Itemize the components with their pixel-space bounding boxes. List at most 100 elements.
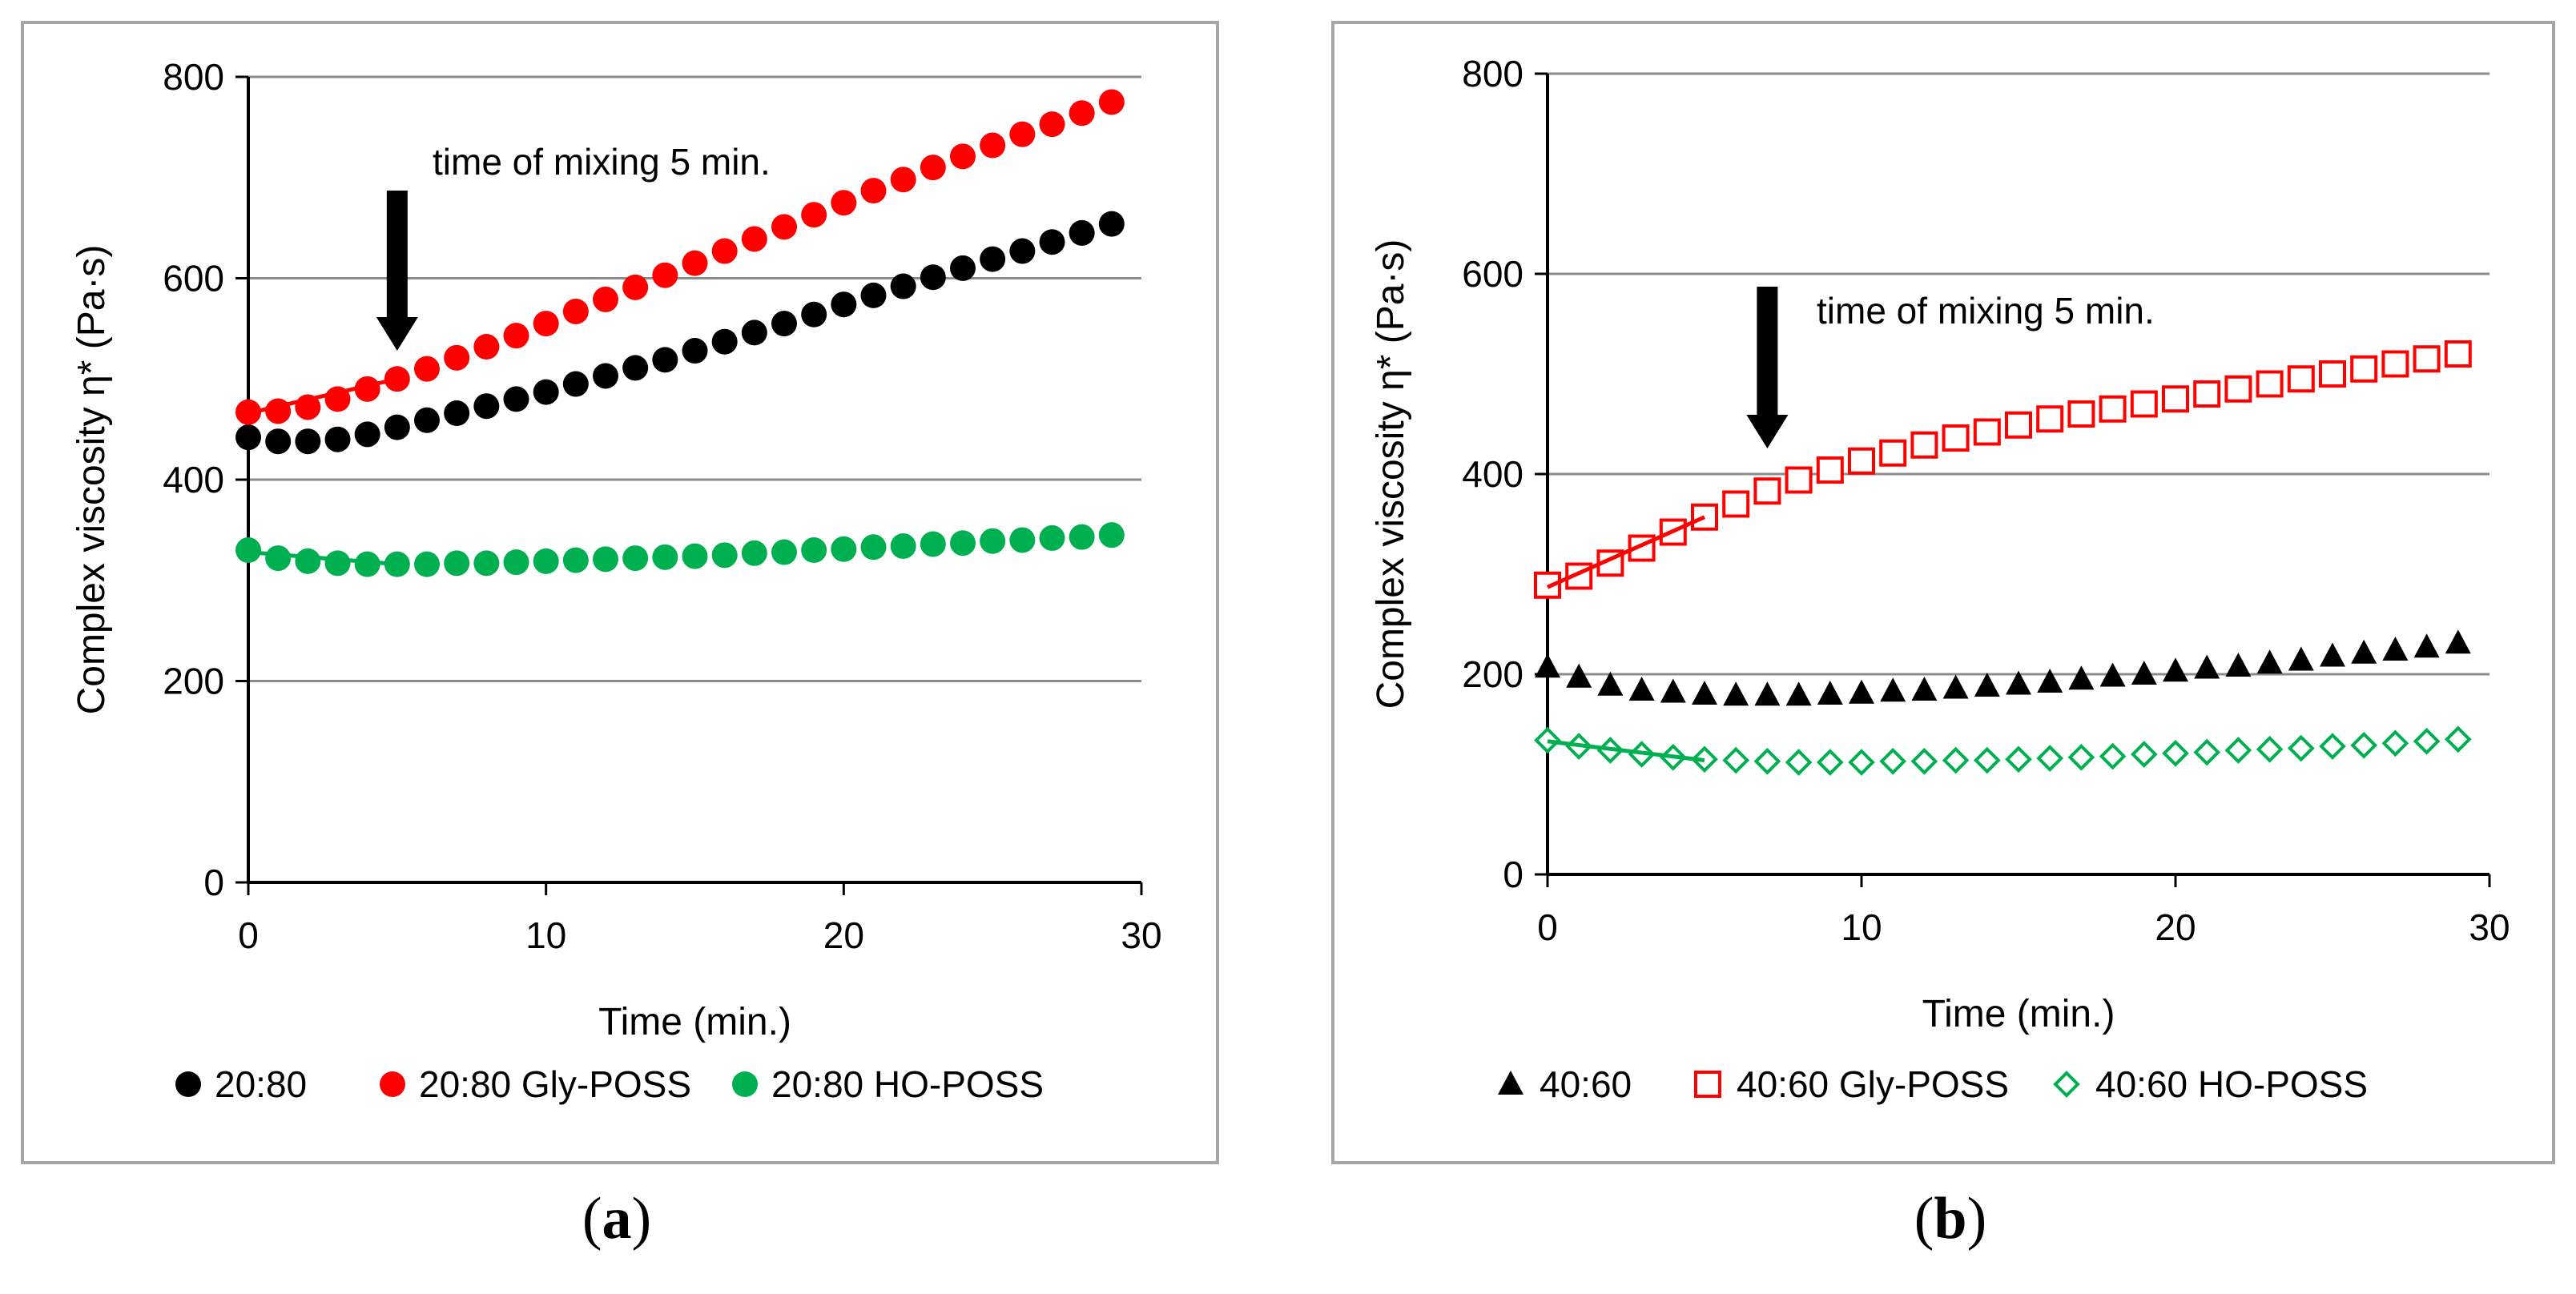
y-tick-label: 800	[163, 56, 224, 98]
legend-label: 20:80 Gly-POSS	[419, 1063, 691, 1105]
data-point	[771, 214, 797, 240]
data-point	[2381, 729, 2409, 758]
fit-line	[248, 550, 398, 567]
data-point	[2067, 400, 2095, 428]
data-point	[1911, 677, 1938, 701]
data-point	[1910, 431, 1938, 459]
data-point	[1039, 229, 1065, 255]
data-point	[801, 537, 827, 564]
data-point	[1753, 477, 1781, 505]
data-point	[1039, 111, 1065, 138]
data-point	[2381, 350, 2409, 378]
mixing-arrow	[376, 191, 418, 351]
data-point	[1069, 219, 1095, 246]
data-point	[1009, 121, 1036, 147]
series-40-60-ho-poss	[1534, 725, 2472, 776]
data-point	[2193, 738, 2221, 766]
data-point	[2319, 360, 2346, 388]
data-point	[2099, 395, 2127, 423]
data-point	[771, 311, 797, 337]
data-point	[1848, 749, 1875, 776]
data-point	[235, 537, 261, 564]
data-point	[2444, 725, 2472, 753]
data-point	[1880, 677, 1906, 702]
data-point	[384, 414, 410, 440]
data-point	[1039, 524, 1065, 551]
legend: 20:80 20:80 Gly-POSS 20:80 HO-POSS	[175, 1063, 1044, 1105]
y-axis-label: Complex viscosity η* (Pa·s)	[70, 245, 113, 715]
data-point	[980, 246, 1006, 272]
data-point	[890, 532, 916, 559]
data-point	[2131, 661, 2157, 685]
data-point	[2256, 649, 2283, 674]
data-point	[473, 550, 500, 577]
data-point	[354, 551, 380, 577]
data-point	[473, 334, 500, 360]
data-point	[2225, 653, 2252, 677]
data-point	[533, 311, 559, 337]
data-point	[265, 398, 292, 424]
data-point	[1098, 522, 1125, 549]
y-axis-label: Complex viscosity η* (Pa·s)	[1370, 239, 1412, 709]
caption-a: (a)	[582, 1186, 652, 1252]
data-point	[2006, 670, 2031, 695]
x-tick-label: 0	[1537, 906, 1558, 948]
x-tick-label: 20	[2155, 906, 2196, 948]
data-point	[682, 338, 708, 364]
data-point	[562, 547, 589, 573]
data-point	[920, 155, 946, 181]
data-point	[295, 548, 321, 574]
data-point	[652, 347, 678, 373]
data-point	[801, 202, 827, 228]
data-point	[444, 550, 470, 577]
data-point	[593, 363, 618, 389]
x-tick-label: 30	[2469, 906, 2510, 948]
data-point	[890, 273, 916, 299]
data-point	[860, 178, 887, 204]
data-point	[2319, 733, 2346, 760]
data-point	[1910, 747, 1938, 775]
data-point	[2068, 665, 2095, 690]
data-point	[1753, 747, 1781, 775]
data-point	[503, 386, 529, 412]
data-point	[1879, 439, 1907, 467]
data-point	[2005, 745, 2032, 774]
data-point	[562, 298, 589, 324]
data-point	[2445, 629, 2471, 654]
data-point	[1009, 238, 1036, 264]
panel-frame	[1331, 21, 2555, 1164]
y-tick-label: 800	[1462, 53, 1523, 94]
y-tick-label: 400	[163, 459, 224, 500]
data-point	[2350, 731, 2378, 759]
legend-label: 40:60 HO-POSS	[2095, 1063, 2368, 1105]
x-tick-label: 10	[525, 914, 566, 956]
data-point	[741, 319, 767, 346]
x-axis-label: Time (min.)	[598, 1001, 791, 1043]
data-point	[1069, 100, 1095, 127]
annotation-text: time of mixing 5 min.	[433, 141, 771, 183]
data-point	[444, 344, 470, 371]
data-point	[950, 255, 976, 281]
data-point	[1785, 681, 1812, 706]
data-point	[562, 371, 589, 397]
data-point	[1879, 747, 1907, 775]
data-point	[2287, 734, 2315, 762]
data-point	[324, 426, 351, 452]
data-point	[414, 407, 440, 433]
data-point	[890, 167, 916, 193]
caption-b: (b)	[1914, 1186, 1987, 1252]
data-point	[860, 282, 887, 308]
data-point	[2413, 345, 2441, 373]
data-point	[414, 356, 440, 382]
data-point	[1692, 681, 1717, 705]
data-point	[533, 379, 559, 405]
data-point	[831, 190, 857, 216]
fit-line	[248, 376, 398, 416]
series-20-80	[235, 211, 1125, 455]
data-point	[771, 539, 797, 565]
data-point	[265, 545, 292, 572]
data-point	[1754, 681, 1781, 706]
data-point	[1691, 503, 1718, 531]
legend-label: 20:80	[215, 1063, 307, 1105]
y-tick-label: 600	[163, 258, 224, 299]
